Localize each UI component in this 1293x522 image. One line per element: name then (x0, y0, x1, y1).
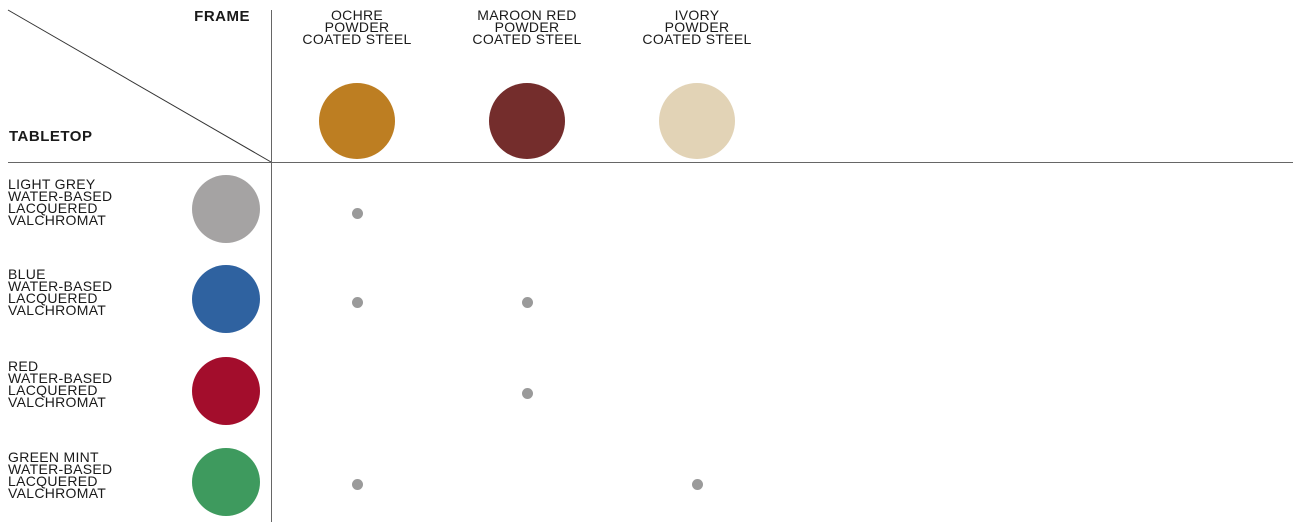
tabletop-name-line: BLUE (8, 266, 46, 282)
tabletop-name-line: RED (8, 358, 39, 374)
frame-name-line: POWDER (324, 19, 390, 35)
tabletop-name-line: WATER-BASED (8, 461, 113, 477)
frame-swatch-ivory[interactable] (659, 83, 735, 159)
frame-name-line: IVORY (674, 7, 720, 23)
tabletop-swatch-red[interactable] (192, 357, 260, 425)
tabletop-name-line: LACQUERED (8, 200, 98, 216)
tabletop-row-label-green-mint: GREEN MINT WATER-BASED LACQUERED VALCHRO… (8, 449, 113, 501)
tabletop-name-line: LIGHT GREY (8, 176, 96, 192)
availability-dot (521, 296, 533, 308)
tabletop-name-line: LACQUERED (8, 290, 98, 306)
tabletop-row-label-blue: BLUE WATER-BASED LACQUERED VALCHROMAT (8, 266, 113, 318)
header-diagonal-divider (7, 9, 272, 163)
frame-swatch-maroon-red[interactable] (489, 83, 565, 159)
availability-dot (521, 387, 533, 399)
availability-dot (351, 207, 363, 219)
frame-name-line: COATED STEEL (472, 31, 582, 47)
frame-name-line: POWDER (664, 19, 730, 35)
tabletop-swatch-light-grey[interactable] (192, 175, 260, 243)
frame-header-label: FRAME (194, 8, 250, 25)
tabletop-name-line: GREEN MINT (8, 449, 99, 465)
frame-name-line: COATED STEEL (302, 31, 412, 47)
tabletop-header-label: TABLETOP (9, 128, 93, 145)
availability-dot (351, 296, 363, 308)
frame-name-line: MAROON RED (477, 7, 577, 23)
tabletop-name-line: WATER-BASED (8, 188, 113, 204)
tabletop-name-line: VALCHROMAT (8, 302, 107, 318)
vertical-grid-line (271, 10, 272, 522)
frame-column-header-ivory: IVORY POWDER COATED STEEL (622, 7, 772, 47)
tabletop-name-line: VALCHROMAT (8, 212, 107, 228)
horizontal-grid-line (8, 162, 1293, 163)
availability-dot (351, 478, 363, 490)
tabletop-row-label-red: RED WATER-BASED LACQUERED VALCHROMAT (8, 358, 113, 410)
frame-swatch-ochre[interactable] (319, 83, 395, 159)
frame-column-header-maroon-red: MAROON RED POWDER COATED STEEL (452, 7, 602, 47)
tabletop-name-line: VALCHROMAT (8, 394, 107, 410)
frame-name-line: OCHRE (330, 7, 384, 23)
tabletop-name-line: LACQUERED (8, 473, 98, 489)
tabletop-name-line: WATER-BASED (8, 278, 113, 294)
tabletop-swatch-green-mint[interactable] (192, 448, 260, 516)
frame-name-line: COATED STEEL (642, 31, 752, 47)
frame-column-header-ochre: OCHRE POWDER COATED STEEL (282, 7, 432, 47)
tabletop-name-line: WATER-BASED (8, 370, 113, 386)
frame-name-line: POWDER (494, 19, 560, 35)
tabletop-row-label-light-grey: LIGHT GREY WATER-BASED LACQUERED VALCHRO… (8, 176, 113, 228)
tabletop-name-line: VALCHROMAT (8, 485, 107, 501)
tabletop-name-line: LACQUERED (8, 382, 98, 398)
availability-dot (691, 478, 703, 490)
tabletop-swatch-blue[interactable] (192, 265, 260, 333)
